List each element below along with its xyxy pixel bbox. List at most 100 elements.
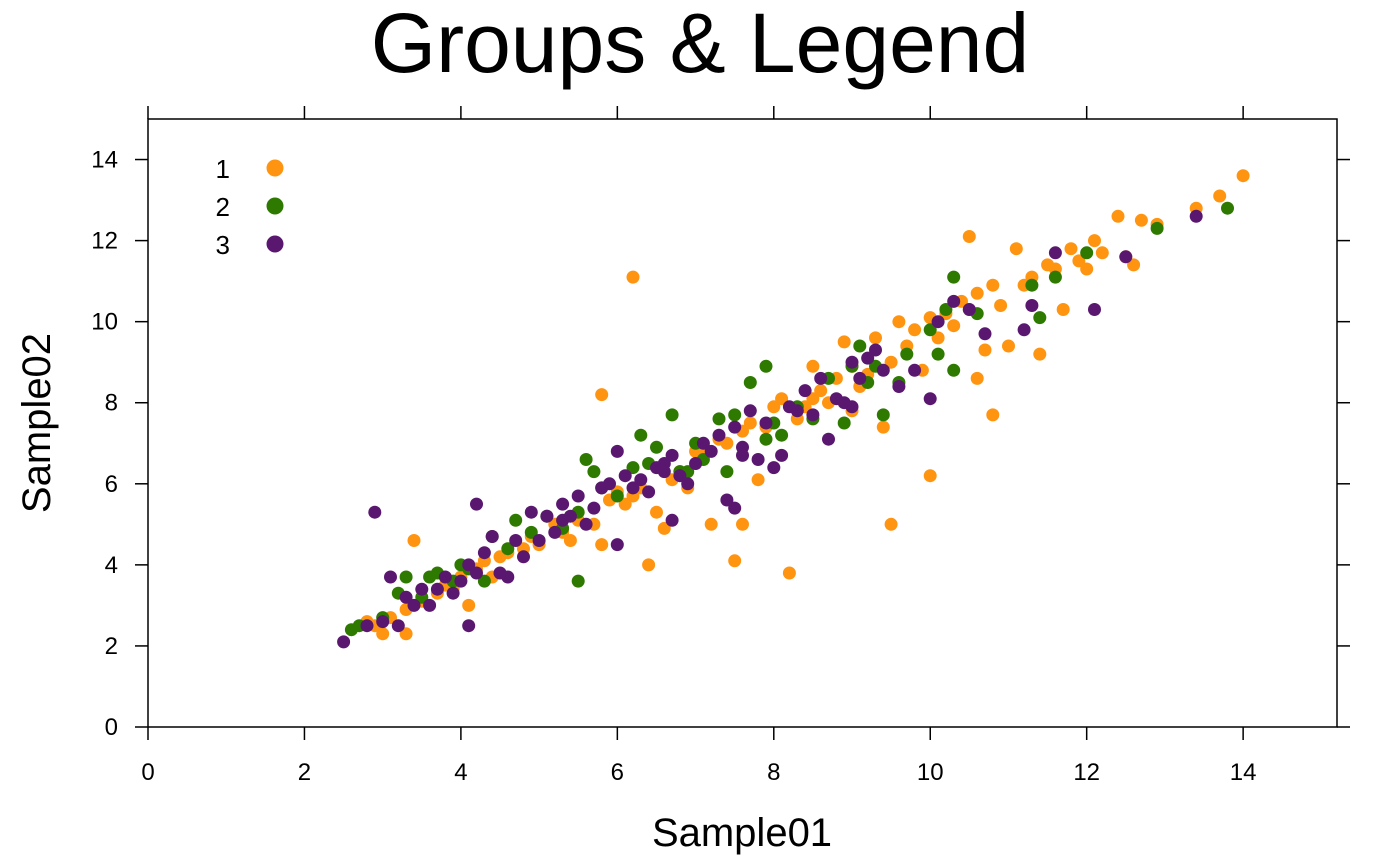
data-points xyxy=(337,169,1250,649)
data-point-series-3 xyxy=(517,550,530,564)
data-point-series-1 xyxy=(962,230,976,243)
data-point-series-1 xyxy=(1072,254,1086,268)
data-point-series-3 xyxy=(360,619,374,633)
data-point-series-1 xyxy=(814,384,828,398)
data-point-series-1 xyxy=(994,299,1008,312)
data-point-series-1 xyxy=(884,517,898,531)
data-point-series-3 xyxy=(556,497,570,511)
data-point-series-2 xyxy=(876,408,890,422)
data-point-series-3 xyxy=(368,505,382,519)
data-point-series-1 xyxy=(462,598,476,612)
data-point-series-3 xyxy=(673,469,687,483)
data-point-series-3 xyxy=(610,538,624,552)
data-point-series-3 xyxy=(696,436,710,450)
data-point-series-1 xyxy=(892,315,906,329)
data-point-series-3 xyxy=(626,481,640,495)
data-point-series-3 xyxy=(579,517,593,531)
data-point-series-3 xyxy=(665,448,679,462)
data-point-series-3 xyxy=(908,363,922,377)
data-point-series-1 xyxy=(978,343,992,357)
y-tick-label: 14 xyxy=(91,147,118,174)
data-point-series-3 xyxy=(462,558,476,572)
data-point-series-3 xyxy=(454,574,468,588)
data-point-series-1 xyxy=(657,521,671,535)
data-point-series-3 xyxy=(861,351,875,365)
data-point-series-2 xyxy=(626,461,640,475)
data-point-series-1 xyxy=(736,517,749,531)
y-axis-label: Sample02 xyxy=(15,333,59,513)
data-point-series-1 xyxy=(869,331,882,345)
data-point-series-1 xyxy=(923,469,937,483)
data-point-series-3 xyxy=(438,570,452,584)
data-point-series-3 xyxy=(532,534,546,547)
x-tick-label: 0 xyxy=(141,759,154,786)
data-point-series-3 xyxy=(657,457,671,470)
data-point-series-3 xyxy=(415,582,429,596)
data-point-series-3 xyxy=(845,355,859,369)
data-point-series-1 xyxy=(1002,339,1015,353)
data-point-series-3 xyxy=(728,420,742,434)
data-point-series-1 xyxy=(595,538,609,552)
data-point-series-2 xyxy=(1048,270,1062,284)
data-point-series-1 xyxy=(1088,234,1101,248)
data-point-series-1 xyxy=(837,335,851,349)
data-point-series-2 xyxy=(923,323,937,337)
x-axis-label: Sample01 xyxy=(652,811,832,855)
data-point-series-2 xyxy=(947,270,961,284)
data-point-series-1 xyxy=(931,331,945,345)
data-point-series-2 xyxy=(579,453,593,466)
data-point-series-3 xyxy=(689,457,703,470)
data-point-series-1 xyxy=(767,400,781,414)
data-point-series-3 xyxy=(790,404,804,418)
data-point-series-1 xyxy=(407,534,421,547)
data-point-series-1 xyxy=(743,416,757,430)
data-point-series-2 xyxy=(501,542,515,556)
data-point-series-3 xyxy=(399,590,413,604)
data-point-series-1 xyxy=(618,497,632,511)
data-point-series-3 xyxy=(524,505,538,519)
legend-marker xyxy=(266,159,284,177)
data-point-series-3 xyxy=(446,586,460,600)
legend-marker xyxy=(266,197,284,215)
legend-label: 1 xyxy=(216,154,230,184)
data-point-series-3 xyxy=(892,380,906,393)
data-point-series-2 xyxy=(650,440,663,454)
data-point-series-2 xyxy=(524,525,538,539)
data-point-series-1 xyxy=(908,323,922,337)
data-point-series-2 xyxy=(610,489,624,503)
data-point-series-1 xyxy=(1134,213,1148,227)
data-point-series-3 xyxy=(814,371,828,385)
x-tick-label: 12 xyxy=(1073,759,1100,786)
data-point-series-1 xyxy=(947,319,961,333)
data-point-series-3 xyxy=(962,303,976,316)
data-point-series-2 xyxy=(759,359,773,373)
data-point-series-1 xyxy=(563,534,577,547)
y-tick-label: 8 xyxy=(105,390,118,417)
data-point-series-3 xyxy=(391,619,405,633)
data-point-series-2 xyxy=(1150,221,1164,235)
data-point-series-3 xyxy=(1119,250,1133,264)
x-tick-label: 4 xyxy=(454,759,467,786)
data-point-series-3 xyxy=(540,509,554,523)
data-point-series-3 xyxy=(430,582,444,596)
data-point-series-3 xyxy=(712,428,726,442)
data-point-series-3 xyxy=(337,635,351,649)
data-point-series-3 xyxy=(947,294,961,308)
data-point-series-3 xyxy=(1088,303,1101,316)
data-point-series-2 xyxy=(931,347,945,361)
data-point-series-1 xyxy=(751,473,765,487)
data-point-series-2 xyxy=(939,303,953,316)
legend-label: 3 xyxy=(216,230,230,260)
data-point-series-3 xyxy=(869,343,882,357)
data-point-series-2 xyxy=(399,570,413,584)
data-point-series-2 xyxy=(853,339,867,353)
data-point-series-2 xyxy=(759,432,773,446)
data-point-series-1 xyxy=(986,408,1000,422)
data-point-series-3 xyxy=(743,404,757,418)
data-point-series-3 xyxy=(767,461,781,475)
data-point-series-3 xyxy=(1017,323,1031,337)
y-tick-label: 4 xyxy=(105,552,118,579)
data-point-series-1 xyxy=(595,388,609,402)
data-point-series-1 xyxy=(1080,262,1094,276)
